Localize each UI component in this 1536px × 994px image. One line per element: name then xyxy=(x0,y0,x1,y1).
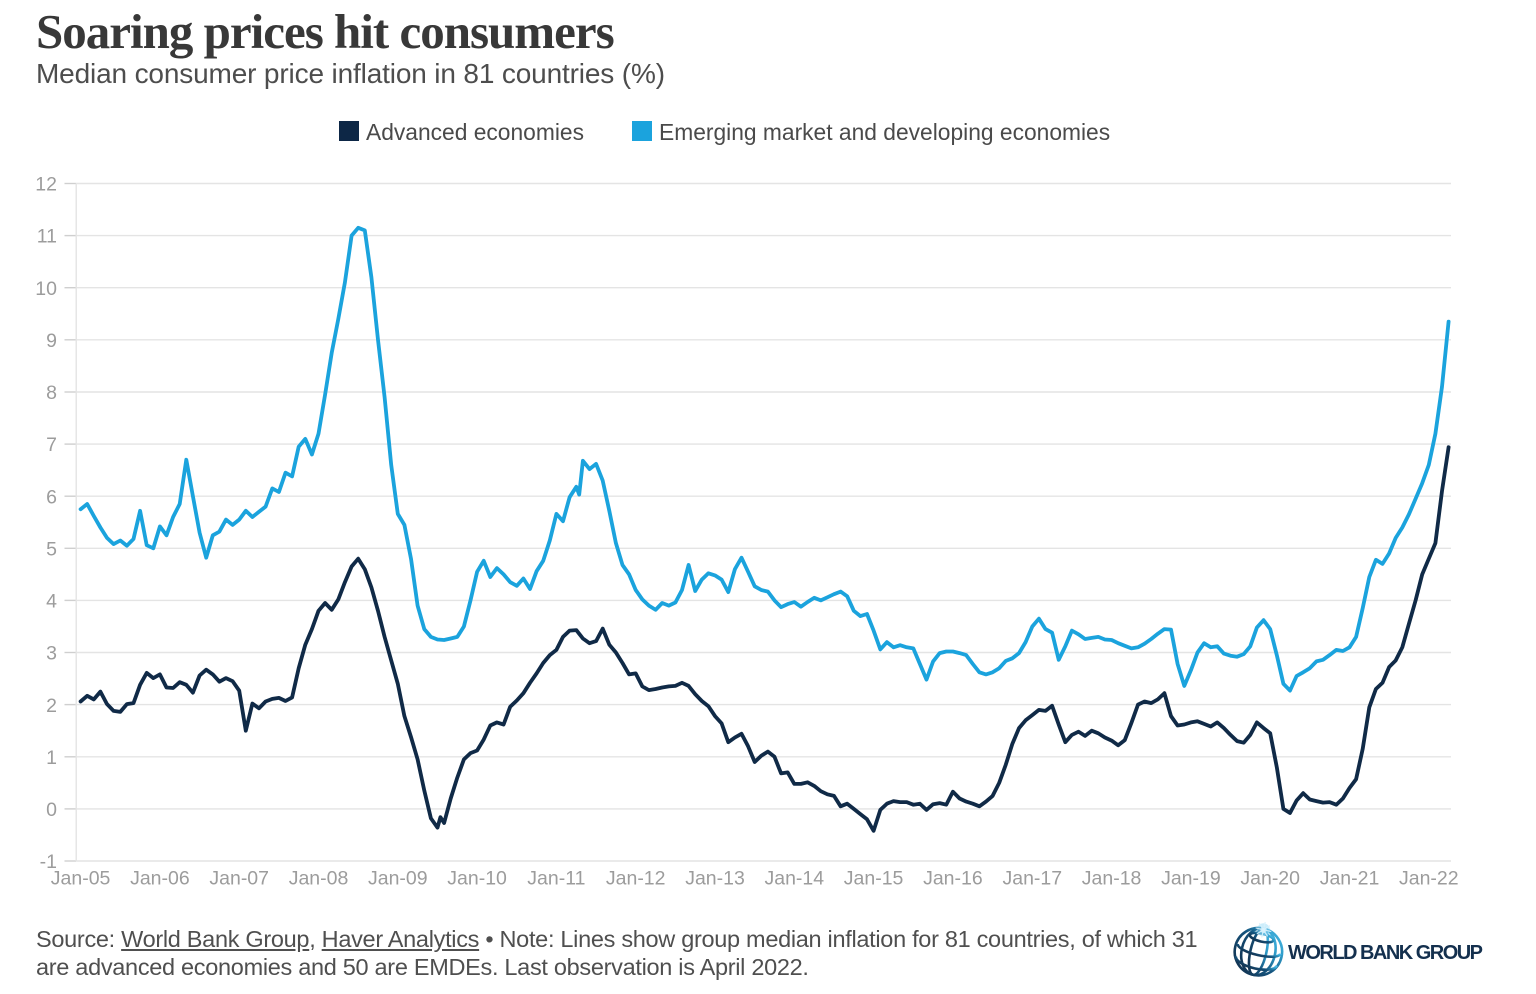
svg-text:1: 1 xyxy=(46,747,57,769)
svg-text:9: 9 xyxy=(46,330,57,352)
svg-text:Jan-13: Jan-13 xyxy=(685,868,745,890)
svg-text:Jan-22: Jan-22 xyxy=(1399,868,1459,890)
svg-text:Jan-14: Jan-14 xyxy=(764,868,824,890)
svg-text:WORLD BANK GROUP: WORLD BANK GROUP xyxy=(1288,942,1483,964)
svg-text:5: 5 xyxy=(46,538,57,560)
svg-text:Jan-09: Jan-09 xyxy=(368,868,428,890)
svg-text:6: 6 xyxy=(46,486,57,508)
svg-text:10: 10 xyxy=(35,278,57,300)
svg-text:Jan-12: Jan-12 xyxy=(606,868,666,890)
svg-text:2: 2 xyxy=(46,695,57,717)
svg-text:Jan-17: Jan-17 xyxy=(1002,868,1062,890)
svg-text:Jan-18: Jan-18 xyxy=(1082,868,1142,890)
svg-text:Emerging market and developing: Emerging market and developing economies xyxy=(659,119,1110,145)
svg-text:Jan-10: Jan-10 xyxy=(447,868,507,890)
svg-text:Jan-11: Jan-11 xyxy=(527,868,585,890)
svg-text:0: 0 xyxy=(46,799,57,821)
svg-text:Jan-15: Jan-15 xyxy=(844,868,904,890)
svg-text:4: 4 xyxy=(46,591,57,613)
svg-text:Jan-19: Jan-19 xyxy=(1161,868,1221,890)
svg-text:Jan-20: Jan-20 xyxy=(1240,868,1300,890)
svg-text:11: 11 xyxy=(37,226,57,248)
svg-text:Jan-16: Jan-16 xyxy=(923,868,983,890)
svg-text:3: 3 xyxy=(46,643,57,665)
svg-text:Jan-08: Jan-08 xyxy=(289,868,349,890)
svg-text:Jan-21: Jan-21 xyxy=(1320,868,1380,890)
svg-text:Jan-06: Jan-06 xyxy=(130,868,190,890)
svg-text:Jan-07: Jan-07 xyxy=(209,868,269,890)
svg-text:8: 8 xyxy=(46,382,57,404)
svg-text:-1: -1 xyxy=(40,851,57,873)
svg-text:12: 12 xyxy=(35,174,57,196)
svg-text:7: 7 xyxy=(46,434,57,456)
svg-text:Jan-05: Jan-05 xyxy=(51,868,111,890)
svg-text:Advanced economies: Advanced economies xyxy=(366,119,584,145)
